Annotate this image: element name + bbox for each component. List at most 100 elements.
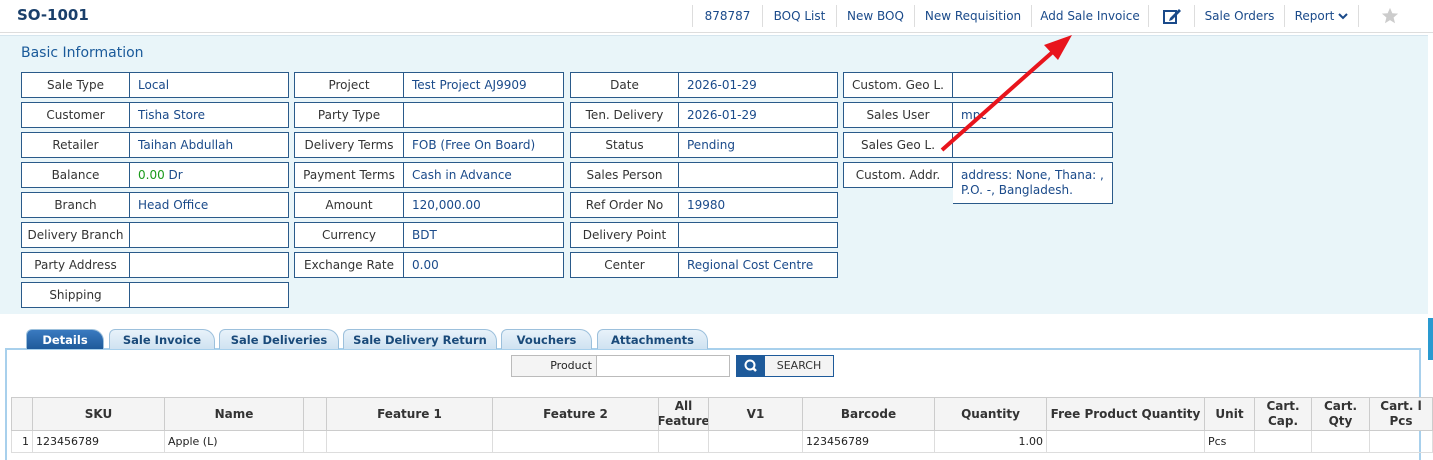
search-icon <box>737 356 765 376</box>
field-value[interactable] <box>130 282 289 308</box>
field-value[interactable]: 0.00 Dr <box>130 162 289 188</box>
field-value[interactable]: Regional Cost Centre <box>679 252 838 278</box>
column-header[interactable]: Cart. Cap. <box>1255 397 1312 431</box>
table-cell <box>1370 431 1433 453</box>
balance-suffix: Dr <box>168 168 183 182</box>
field-value[interactable]: 2026-01-29 <box>679 102 838 128</box>
field-label: Custom. Addr. <box>843 162 953 188</box>
field-text: 19980 <box>687 198 726 212</box>
field-text: Head Office <box>138 198 209 212</box>
field-label: Amount <box>294 192 404 218</box>
top-bar: SO-1001 878787 BOQ List New BOQ New Requisi… <box>0 0 1433 33</box>
field-value[interactable] <box>679 162 838 188</box>
table-cell <box>1047 431 1205 453</box>
tab[interactable]: Details <box>26 329 104 349</box>
field-value[interactable]: Head Office <box>130 192 289 218</box>
field-value[interactable]: address: None, Thana: , P.O. -, Banglade… <box>953 162 1113 204</box>
field-label: Status <box>570 132 679 158</box>
search-text: SEARCH <box>765 356 833 376</box>
field-value[interactable]: Taihan Abdullah <box>130 132 289 158</box>
field-value[interactable]: Tisha Store <box>130 102 289 128</box>
order-title: SO-1001 <box>17 6 89 24</box>
field-label: Custom. Geo L. <box>843 72 953 98</box>
search-label: Product <box>511 355 597 377</box>
edit-icon[interactable] <box>1148 5 1194 27</box>
column-header[interactable]: SKU <box>33 397 165 431</box>
tab[interactable]: Vouchers <box>501 329 592 349</box>
column-header[interactable]: V1 <box>709 397 803 431</box>
field-text: mpc <box>961 108 987 122</box>
field-value[interactable] <box>679 222 838 248</box>
table-cell <box>304 431 327 453</box>
field-text: address: None, Thana: , P.O. -, Banglade… <box>961 168 1104 197</box>
field-label: Sale Type <box>21 72 130 98</box>
field-value[interactable]: mpc <box>953 102 1113 128</box>
field-text: 0.00 <box>412 258 439 272</box>
field-text: BDT <box>412 228 437 242</box>
field-label: Date <box>570 72 679 98</box>
field-value[interactable]: Pending <box>679 132 838 158</box>
scroll-indicator <box>1428 318 1433 360</box>
column-header[interactable]: Cart. l Pcs <box>1370 397 1433 431</box>
tab[interactable]: Attachments <box>597 329 708 349</box>
column-header <box>304 397 327 431</box>
field-value[interactable]: BDT <box>404 222 564 248</box>
field-label: Delivery Point <box>570 222 679 248</box>
field-value[interactable]: Cash in Advance <box>404 162 564 188</box>
search-button[interactable]: SEARCH <box>736 355 834 377</box>
column-header[interactable]: Quantity <box>935 397 1047 431</box>
field-value[interactable]: 0.00 <box>404 252 564 278</box>
tab[interactable]: Sale Delivery Return <box>343 329 497 349</box>
column-header[interactable]: Barcode <box>803 397 935 431</box>
field-label: Delivery Terms <box>294 132 404 158</box>
column-header[interactable]: All Feature <box>659 397 709 431</box>
column-header[interactable]: Cart. Qty <box>1312 397 1370 431</box>
field-value[interactable]: FOB (Free On Board) <box>404 132 564 158</box>
star-glyph <box>1381 7 1398 24</box>
field-value[interactable]: 2026-01-29 <box>679 72 838 98</box>
field-label: Party Type <box>294 102 404 128</box>
field-value[interactable] <box>130 222 289 248</box>
field-label: Customer <box>21 102 130 128</box>
field-value[interactable]: 19980 <box>679 192 838 218</box>
field-label: Exchange Rate <box>294 252 404 278</box>
action-button[interactable]: New BOQ <box>836 5 914 27</box>
search-input[interactable] <box>597 355 730 377</box>
field-value[interactable]: Test Project AJ9909 <box>404 72 564 98</box>
field-label: Branch <box>21 192 130 218</box>
action-button[interactable]: New Requisition <box>914 5 1031 27</box>
field-label: Sales Geo L. <box>843 132 953 158</box>
field-label: Ref Order No <box>570 192 679 218</box>
field-value[interactable] <box>130 252 289 278</box>
table-cell <box>327 431 493 453</box>
table-cell: 1 <box>11 431 33 453</box>
star-icon[interactable] <box>1358 5 1420 27</box>
field-label: Shipping <box>21 282 130 308</box>
tab[interactable]: Sale Deliveries <box>219 329 339 349</box>
column-header[interactable]: Feature 2 <box>493 397 659 431</box>
tab[interactable]: Sale Invoice <box>109 329 215 349</box>
field-label: Delivery Branch <box>21 222 130 248</box>
column-header[interactable]: Name <box>165 397 304 431</box>
action-button[interactable]: BOQ List <box>762 5 836 27</box>
action-button[interactable]: Report <box>1284 5 1358 27</box>
field-value[interactable] <box>953 72 1113 98</box>
column-header <box>11 397 33 431</box>
field-value[interactable]: 120,000.00 <box>404 192 564 218</box>
action-button[interactable]: 878787 <box>692 5 762 27</box>
field-value[interactable]: Local <box>130 72 289 98</box>
action-button[interactable]: Sale Orders <box>1194 5 1284 27</box>
field-label: Currency <box>294 222 404 248</box>
field-text: 120,000.00 <box>412 198 481 212</box>
table-cell <box>1255 431 1312 453</box>
field-value[interactable] <box>953 132 1113 158</box>
field-label: Sales Person <box>570 162 679 188</box>
magnifier <box>744 359 757 372</box>
column-header[interactable]: Feature 1 <box>327 397 493 431</box>
action-button[interactable]: Add Sale Invoice <box>1031 5 1148 27</box>
field-value[interactable] <box>404 102 564 128</box>
column-header[interactable]: Free Product Quantity <box>1047 397 1205 431</box>
field-text: Cash in Advance <box>412 168 512 182</box>
column-header[interactable]: Unit <box>1205 397 1255 431</box>
